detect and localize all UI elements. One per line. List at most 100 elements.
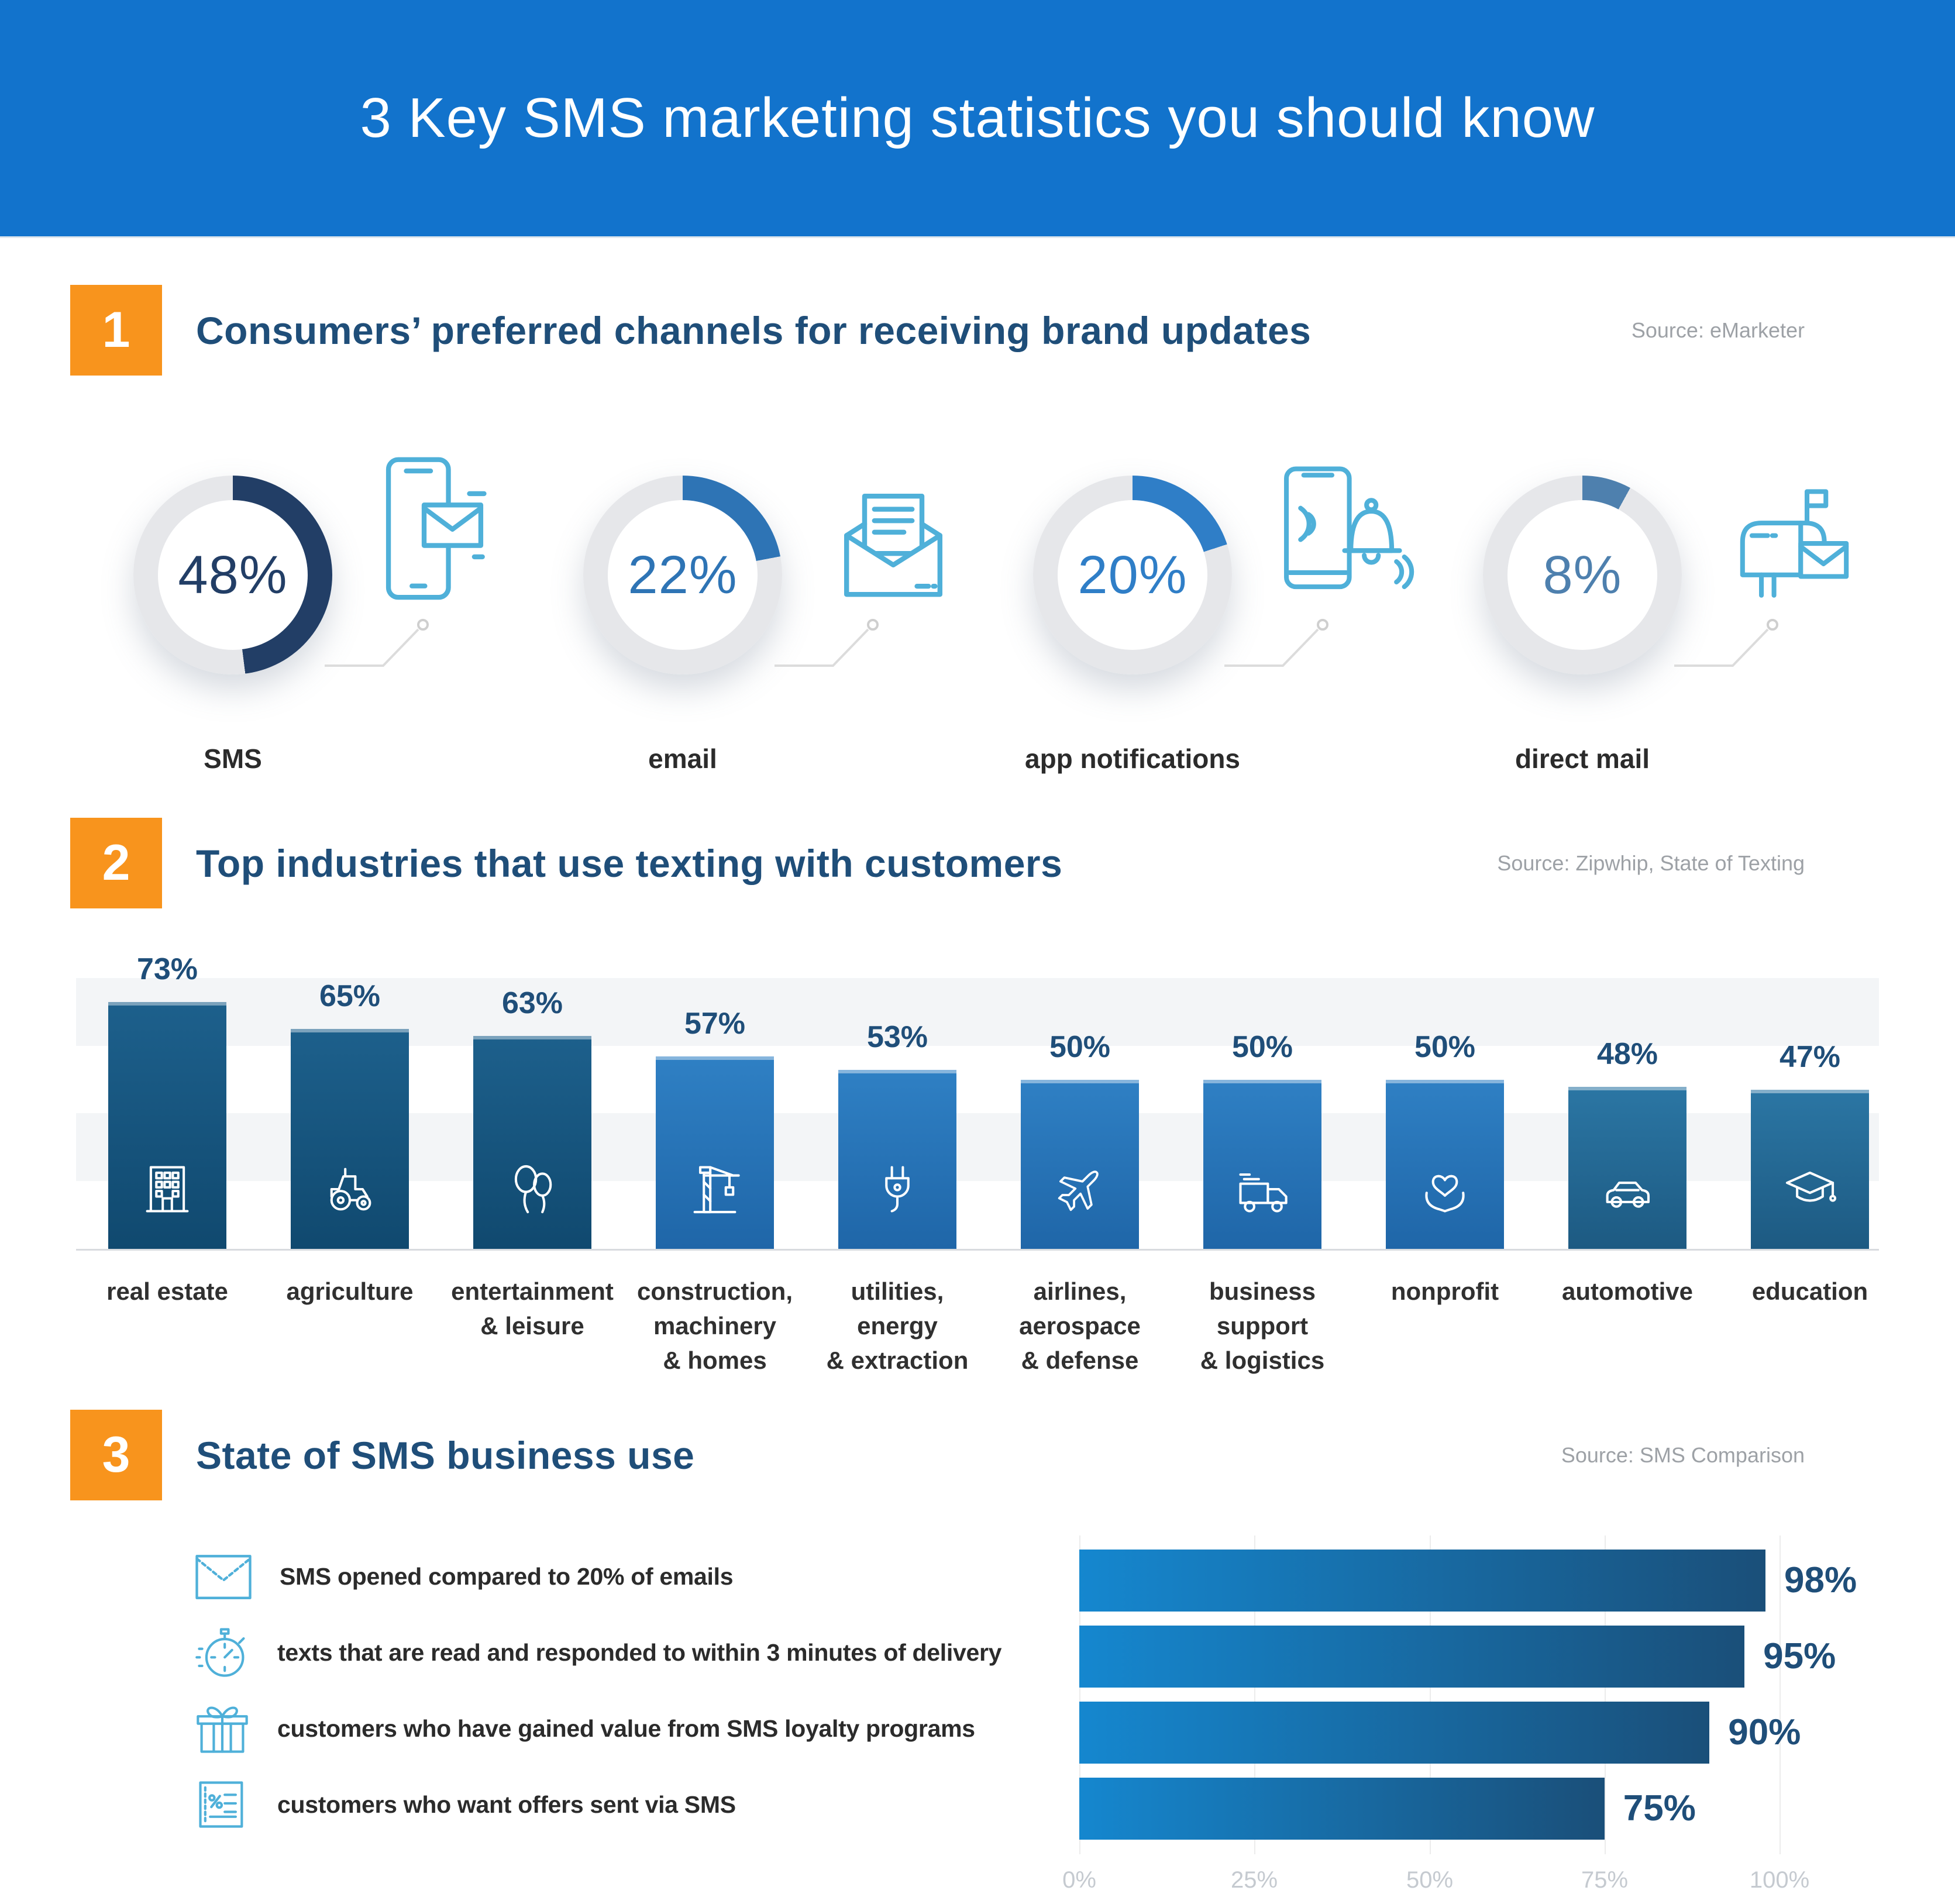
- hbar-value-label: 98%: [1784, 1560, 1857, 1600]
- hero-banner: 3 Key SMS marketing statistics you shoul…: [0, 0, 1955, 238]
- category-label: entertainment & leisure: [451, 1278, 614, 1340]
- row-text: texts that are read and responded to wit…: [277, 1638, 1002, 1666]
- hbar: [1079, 1550, 1766, 1612]
- category-label: business support & logistics: [1200, 1278, 1325, 1374]
- donut-inner: 48%: [158, 500, 308, 650]
- section2-title: Top industries that use texting with cus…: [196, 841, 1063, 885]
- plug-icon: [885, 1166, 910, 1213]
- bar: [473, 1035, 591, 1249]
- donut-value-email: 22%: [628, 545, 738, 605]
- bar: [656, 1056, 774, 1249]
- hands-heart-icon: [1425, 1175, 1465, 1213]
- donut-ring-app-notifications: 20%: [1033, 476, 1232, 674]
- bar-real-estate: 73%: [108, 911, 226, 1249]
- section3-header: 3 State of SMS business use Source: SMS …: [70, 1410, 1885, 1500]
- balloons-icon: [514, 1165, 552, 1214]
- donut-inner: 8%: [1507, 500, 1657, 650]
- page-title: 3 Key SMS marketing statistics you shoul…: [360, 87, 1595, 149]
- section3-source: Source: SMS Comparison: [1561, 1442, 1805, 1467]
- sms-business-use-legend: SMS opened compared to 20% of emails tex…: [193, 1544, 1071, 1848]
- bar-value-label: 50%: [1049, 1030, 1111, 1064]
- category-label: agriculture: [286, 1278, 414, 1305]
- donut-cell-app-notifications: 20%: [907, 450, 1414, 796]
- phone-sms-icon: [386, 457, 487, 600]
- bar-entertainment-leisure: 63%: [473, 911, 591, 1249]
- bar-value-label: 65%: [319, 979, 381, 1014]
- car-icon: [1606, 1182, 1650, 1208]
- hbar-row: 95%: [1079, 1626, 1836, 1688]
- donut-ring-sms: 48%: [133, 476, 332, 674]
- section2-number-badge: 2: [70, 818, 162, 908]
- bar-value-label: 48%: [1596, 1037, 1658, 1071]
- v-gridline: [1079, 1535, 1080, 1854]
- graduation-cap-icon: [1785, 1171, 1836, 1202]
- category-label: utilities, energy & extraction: [826, 1278, 969, 1374]
- mailbox-icon: [1740, 489, 1849, 598]
- bar: [1021, 1080, 1139, 1249]
- sms-business-use-chart: 98% 95% 90% 75% 0% 25% 50% 75% 100%: [1062, 1535, 1857, 1895]
- bar: [291, 1029, 409, 1249]
- category-label: automotive: [1561, 1278, 1694, 1305]
- donut-label-app-notifications: app notifications: [1025, 743, 1240, 774]
- row-offers-via-sms: customers who want offers sent via SMS: [193, 1772, 736, 1837]
- row-read-response-rate: texts that are read and responded to wit…: [193, 1620, 1001, 1685]
- category-label: nonprofit: [1390, 1278, 1499, 1305]
- stopwatch-icon: [195, 1628, 245, 1677]
- tractor-icon: [330, 1168, 371, 1211]
- v-gridline: [1430, 1535, 1431, 1854]
- bar-value-label: 73%: [136, 952, 198, 987]
- connector-line: [325, 619, 429, 667]
- bar: [1568, 1086, 1686, 1249]
- section3-number-badge: 3: [70, 1410, 162, 1500]
- bar-business-support-logistics: 50%: [1203, 911, 1321, 1249]
- bar: [1386, 1080, 1504, 1249]
- category-label: real estate: [106, 1278, 228, 1305]
- envelope-icon: [195, 1555, 252, 1599]
- bar-utilities-energy-extraction: 53%: [838, 911, 956, 1249]
- section3-title: State of SMS business use: [196, 1433, 695, 1477]
- hbar: [1079, 1626, 1745, 1688]
- bar-nonprofit: 50%: [1386, 911, 1504, 1249]
- hbar-value-label: 75%: [1623, 1788, 1696, 1829]
- bar: [108, 1002, 226, 1249]
- bar-value-label: 57%: [684, 1006, 746, 1041]
- connector-line: [775, 619, 879, 667]
- donut-label-email: email: [648, 743, 717, 774]
- hbar: [1079, 1778, 1605, 1840]
- category-label: airlines, aerospace & defense: [1019, 1278, 1141, 1374]
- bar-automotive: 48%: [1568, 911, 1686, 1249]
- hbar-row: 90%: [1079, 1702, 1811, 1764]
- axis-tick: 75%: [1581, 1867, 1629, 1893]
- row-text: customers who want offers sent via SMS: [277, 1791, 736, 1818]
- bar-value-label: 63%: [501, 986, 563, 1020]
- category-label: construction, machinery & homes: [636, 1278, 793, 1374]
- donut-cell-email: 22% email: [457, 450, 942, 796]
- section1-header: 1 Consumers’ preferred channels for rece…: [70, 285, 1885, 376]
- hbar-row: 75%: [1079, 1778, 1811, 1840]
- bar: [838, 1069, 956, 1249]
- row-text: customers who have gained value from SMS…: [277, 1714, 975, 1742]
- hbar-value-label: 90%: [1728, 1712, 1801, 1752]
- plane-icon: [1058, 1170, 1099, 1211]
- row-loyalty-value: customers who have gained value from SMS…: [193, 1696, 975, 1761]
- bar-value-label: 50%: [1414, 1030, 1476, 1064]
- bar: [1203, 1080, 1321, 1249]
- bar-value-label: 47%: [1779, 1040, 1841, 1075]
- donut-label-direct-mail: direct mail: [1515, 743, 1650, 774]
- industries-bar-chart: 73% 65%: [76, 911, 1879, 1374]
- donut-cell-direct-mail: 8% direct mail: [1357, 450, 1849, 796]
- bar-airlines-aerospace-defense: 50%: [1021, 911, 1139, 1249]
- donut-cell-sms: 48% SMS: [8, 450, 487, 796]
- hbar: [1079, 1702, 1710, 1764]
- bar-construction-machinery-homes: 57%: [656, 911, 774, 1249]
- donut-ring-direct-mail: 8%: [1483, 476, 1682, 674]
- crane-icon: [693, 1166, 740, 1214]
- hbar-value-label: 95%: [1763, 1636, 1836, 1676]
- v-gridline: [1605, 1535, 1606, 1854]
- donut-inner: 22%: [608, 500, 758, 650]
- bar-education: 47%: [1751, 911, 1869, 1249]
- donut-value-app-notifications: 20%: [1078, 545, 1188, 605]
- building-icon: [146, 1166, 189, 1213]
- section2-source: Source: Zipwhip, State of Texting: [1497, 851, 1805, 875]
